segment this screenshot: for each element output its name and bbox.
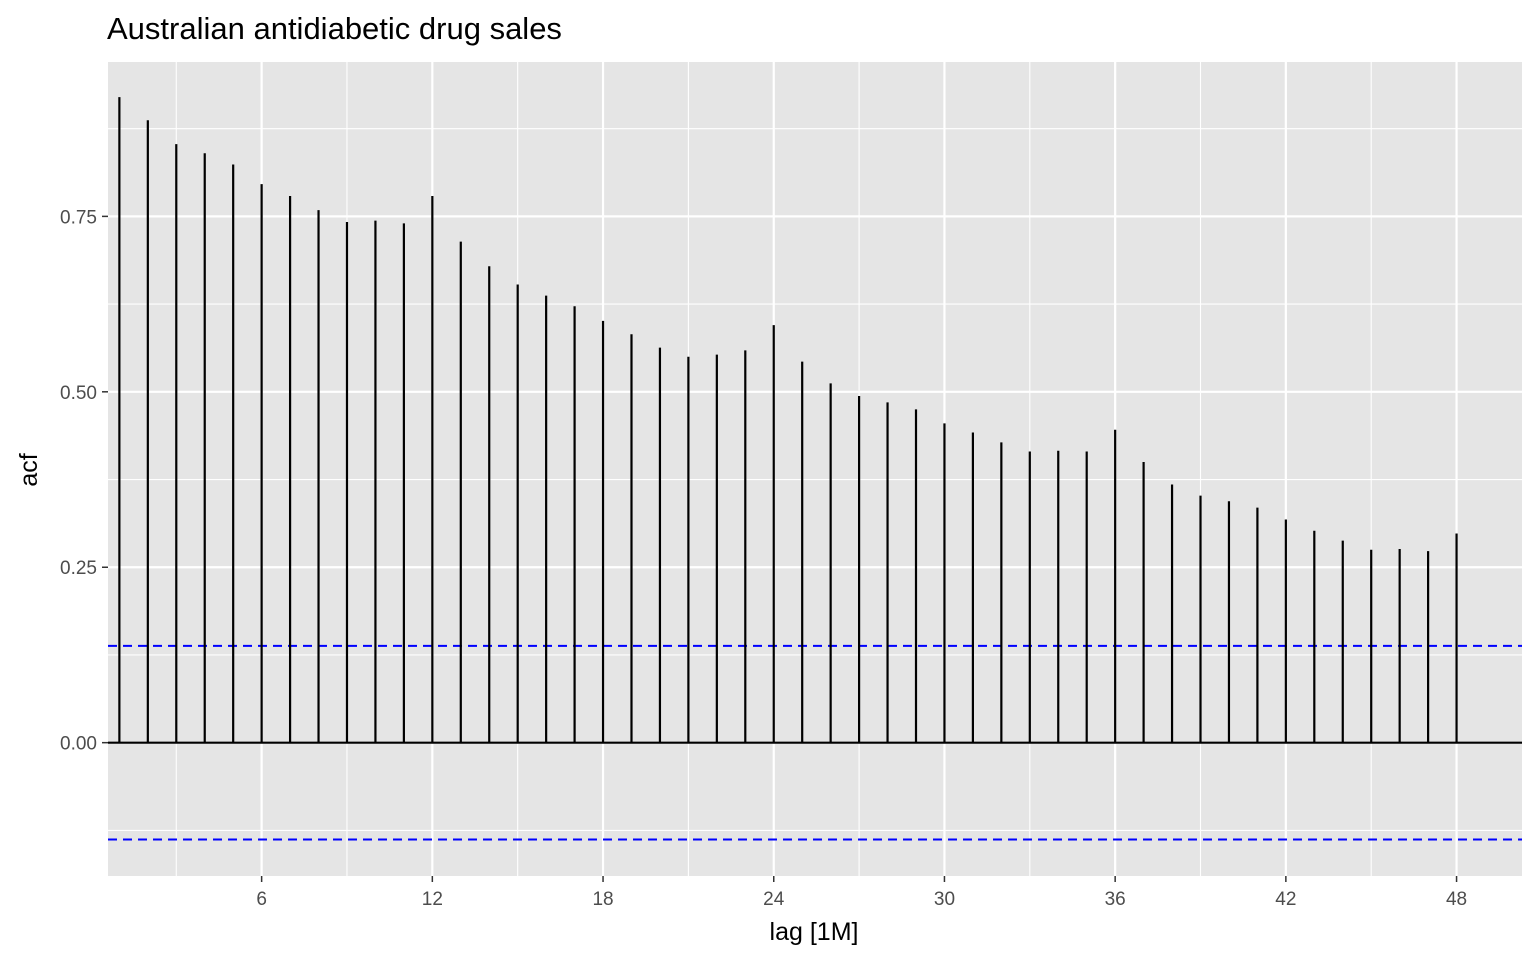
acf-bars — [118, 97, 1458, 743]
x-tick-label: 12 — [422, 889, 443, 910]
plot-panel — [108, 62, 1522, 876]
chart-title: Australian antidiabetic drug sales — [107, 11, 562, 46]
y-tick-label: 0.25 — [60, 558, 97, 579]
y-tick-label: 0.00 — [60, 734, 97, 755]
x-tick-label: 36 — [1105, 889, 1126, 910]
y-tick-label: 0.75 — [60, 207, 97, 228]
x-axis: 6 12 18 24 30 36 42 48 — [256, 876, 1467, 910]
y-axis: 0.00 0.25 0.50 0.75 — [60, 207, 108, 755]
y-axis-title: acf — [15, 453, 43, 486]
x-tick-label: 24 — [763, 889, 785, 910]
x-tick-label: 18 — [592, 889, 613, 910]
x-axis-title: lag [1M] — [770, 918, 859, 946]
x-tick-label: 48 — [1446, 889, 1467, 910]
x-tick-label: 30 — [934, 889, 955, 910]
y-tick-label: 0.50 — [60, 383, 97, 404]
x-tick-label: 6 — [256, 889, 267, 910]
x-tick-label: 42 — [1275, 889, 1296, 910]
